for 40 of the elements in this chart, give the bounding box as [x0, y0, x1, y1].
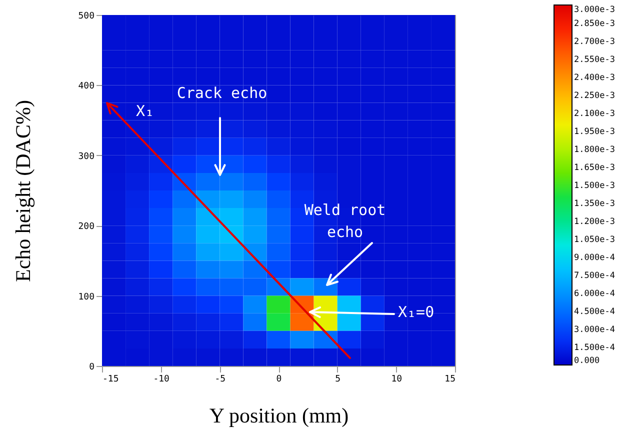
annotation: X₁=0 — [398, 303, 434, 321]
color-bar-label: 2.400e-3 — [574, 73, 615, 83]
color-bar-label: 1.650e-3 — [574, 163, 615, 173]
color-bar-label: 2.700e-3 — [574, 37, 615, 47]
color-bar-label: 1.500e-4 — [574, 343, 615, 353]
annotation: Weld root echo — [304, 201, 386, 241]
color-bar-label: 1.200e-3 — [574, 217, 615, 227]
y-tick-label: 200 — [78, 222, 94, 232]
y-tick-label: 400 — [78, 82, 94, 92]
color-bar-label: 3.000e-3 — [574, 5, 615, 15]
y-tick-label: 100 — [78, 292, 94, 302]
y-tick-label: 300 — [78, 152, 94, 162]
annotation: Crack echo — [176, 84, 268, 102]
color-bar-label: 3.000e-4 — [574, 325, 615, 335]
y-tick-label: 500 — [78, 12, 94, 22]
x-tick-label: 15 — [444, 374, 456, 384]
color-bar-label: 1.950e-3 — [574, 127, 615, 137]
y-tick-label: 0 — [89, 362, 94, 372]
color-bar-label: 1.800e-3 — [574, 145, 615, 155]
color-bar-label: 9.000e-4 — [574, 253, 615, 263]
x-tick-label: -10 — [153, 374, 170, 384]
x-axis-title: Y position (mm) — [209, 404, 349, 428]
color-bar-label: 2.250e-3 — [574, 91, 615, 101]
x-tick-label: -5 — [214, 374, 226, 384]
color-bar-label: 6.000e-4 — [574, 289, 615, 299]
color-bar-label: 7.500e-4 — [574, 271, 615, 281]
color-bar-label: 4.500e-4 — [574, 307, 615, 317]
color-bar-label: 0.000 — [574, 356, 600, 366]
color-bar-label: 1.350e-3 — [574, 199, 615, 209]
x-tick-label: -15 — [102, 374, 119, 384]
color-bar-label: 1.050e-3 — [574, 235, 615, 245]
x-tick-label: 10 — [391, 374, 402, 384]
color-bar-label: 2.100e-3 — [574, 109, 615, 119]
color-bar-label: 2.850e-3 — [574, 19, 615, 29]
annotation: X₁ — [136, 102, 154, 120]
x-tick-label: 5 — [335, 374, 341, 384]
x-tick-label: 0 — [276, 374, 282, 384]
color-bar-label: 1.500e-3 — [574, 181, 615, 191]
color-bar-label: 2.550e-3 — [574, 55, 615, 65]
y-axis-title: Echo height (DAC%) — [11, 100, 36, 282]
